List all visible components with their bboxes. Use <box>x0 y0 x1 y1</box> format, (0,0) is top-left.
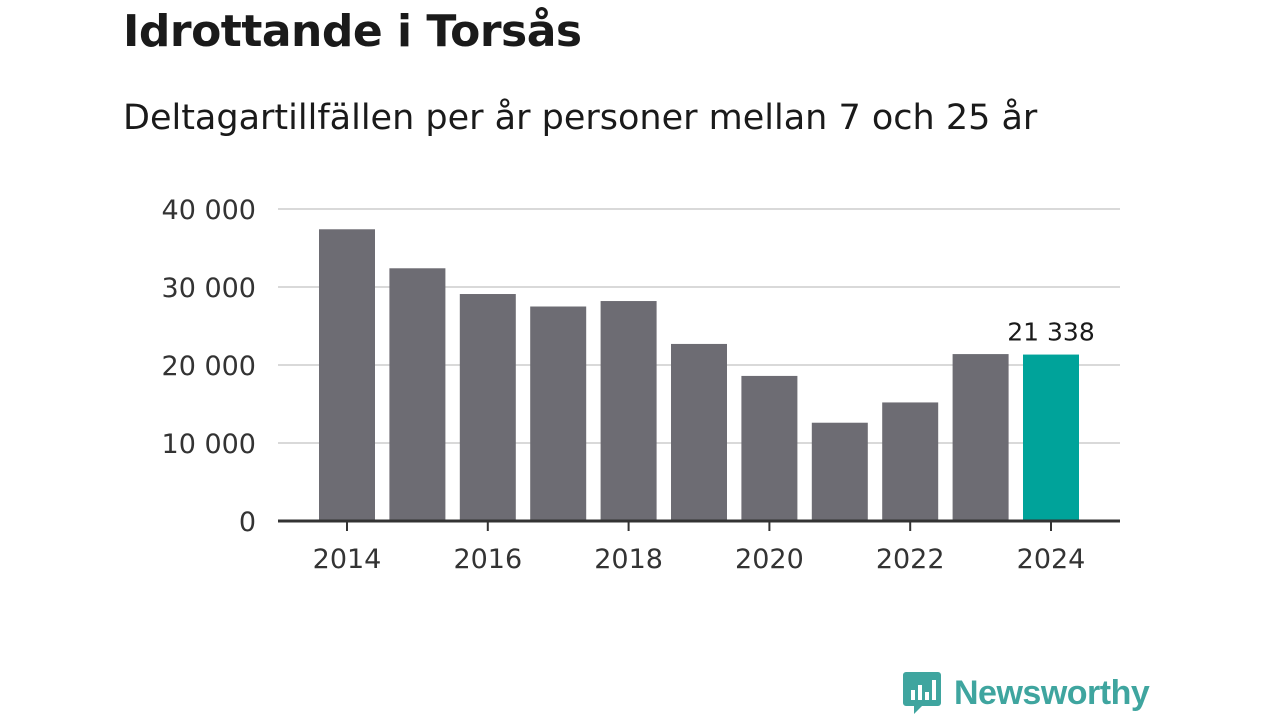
data-label-2024: 21 338 <box>1007 318 1094 347</box>
bar-2015 <box>389 268 446 521</box>
y-tick-label: 0 <box>239 507 256 538</box>
bar-2021 <box>811 422 868 521</box>
labels: 0 10 000 20 000 30 000 40 000 2014 2016 2018 202… <box>162 195 1095 575</box>
y-tick-label: 20 000 <box>162 351 256 382</box>
bar-2020 <box>741 375 798 521</box>
x-tick-label: 2020 <box>735 544 804 575</box>
x-tick-label: 2024 <box>1017 544 1086 575</box>
x-tick-label: 2018 <box>594 544 663 575</box>
newsworthy-brand: Newsworthy <box>902 670 1150 716</box>
newsworthy-logo-icon <box>903 672 941 714</box>
y-tick-label: 30 000 <box>162 273 256 304</box>
y-tick-label: 40 000 <box>162 195 256 226</box>
bar-2014 <box>319 229 375 521</box>
y-tick-label: 10 000 <box>162 429 256 460</box>
x-axis <box>278 519 1120 531</box>
chart-subtitle: Deltagartillfällen per år personer mella… <box>123 98 1038 138</box>
x-tick-label: 2014 <box>313 544 382 575</box>
bar-2018 <box>600 301 657 521</box>
chart-title: Idrottande i Torsås <box>123 6 582 57</box>
bar-2024 <box>1023 354 1079 521</box>
bar-2022 <box>882 402 939 521</box>
brand-name: Newsworthy <box>954 673 1150 712</box>
bars <box>319 229 1079 521</box>
bar-2017 <box>530 306 587 521</box>
x-tick-label: 2022 <box>876 544 945 575</box>
bar-2019 <box>671 343 727 521</box>
bar-2023 <box>952 354 1009 521</box>
x-tick-label: 2016 <box>453 544 522 575</box>
bar-2016 <box>459 294 516 521</box>
